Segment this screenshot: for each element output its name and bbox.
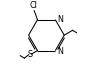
Text: Cl: Cl bbox=[30, 1, 37, 10]
Text: N: N bbox=[57, 15, 63, 23]
Text: N: N bbox=[57, 47, 63, 56]
Text: S: S bbox=[28, 50, 33, 59]
